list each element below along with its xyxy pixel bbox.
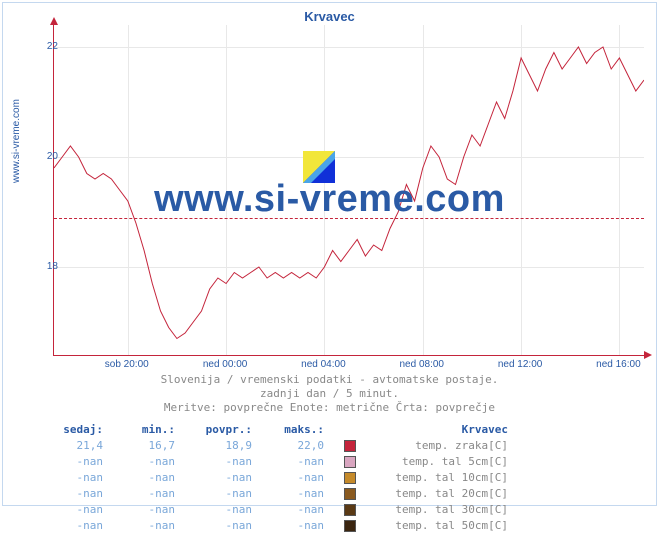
cell-min: -nan <box>105 519 175 533</box>
stats-table: sedaj: min.: povpr.: maks.: Krvavec 21,4… <box>41 421 510 535</box>
col-header-sedaj: sedaj: <box>43 423 103 437</box>
x-tick-label: ned 00:00 <box>203 359 248 370</box>
cell-swatch <box>326 487 356 501</box>
cell-sedaj: -nan <box>43 519 103 533</box>
col-header-min: min.: <box>105 423 175 437</box>
y-tick-label: 22 <box>47 41 58 52</box>
cell-series-name: temp. tal 10cm[C] <box>358 471 508 485</box>
cell-sedaj: -nan <box>43 503 103 517</box>
cell-sedaj: -nan <box>43 487 103 501</box>
y-axis-arrow-icon <box>50 17 58 25</box>
series-color-swatch <box>344 456 356 468</box>
cell-swatch <box>326 503 356 517</box>
x-tick-label: ned 08:00 <box>400 359 445 370</box>
col-header-series: Krvavec <box>358 423 508 437</box>
x-tick-label: ned 16:00 <box>596 359 641 370</box>
series-color-swatch <box>344 504 356 516</box>
cell-maks: -nan <box>254 519 324 533</box>
sidebar-url: www.si-vreme.com <box>11 99 22 183</box>
cell-maks: 22,0 <box>254 439 324 453</box>
cell-povpr: -nan <box>177 455 252 469</box>
cell-min: -nan <box>105 455 175 469</box>
cell-povpr: -nan <box>177 471 252 485</box>
y-tick-label: 20 <box>47 151 58 162</box>
cell-min: -nan <box>105 471 175 485</box>
series-color-swatch <box>344 488 356 500</box>
cell-swatch <box>326 519 356 533</box>
x-tick-label: ned 12:00 <box>498 359 543 370</box>
cell-min: 16,7 <box>105 439 175 453</box>
cell-sedaj: 21,4 <box>43 439 103 453</box>
col-header-maks: maks.: <box>254 423 324 437</box>
plot-area <box>53 25 644 356</box>
cell-min: -nan <box>105 503 175 517</box>
desc-line: zadnji dan / 5 minut. <box>3 387 656 401</box>
cell-povpr: -nan <box>177 519 252 533</box>
cell-sedaj: -nan <box>43 471 103 485</box>
table-row: -nan-nan-nan-nantemp. tal 30cm[C] <box>43 503 508 517</box>
cell-swatch <box>326 471 356 485</box>
cell-maks: -nan <box>254 487 324 501</box>
table-row: 21,416,718,922,0 temp. zraka[C] <box>43 439 508 453</box>
watermark-icon <box>303 151 335 183</box>
cell-min: -nan <box>105 487 175 501</box>
table-header-row: sedaj: min.: povpr.: maks.: Krvavec <box>43 423 508 437</box>
outer-frame: www.si-vreme.com Krvavec 18 20 22 sob 20:0… <box>2 2 657 506</box>
cell-maks: -nan <box>254 471 324 485</box>
line-series <box>54 25 644 355</box>
chart-title: Krvavec <box>3 9 656 24</box>
cell-povpr: -nan <box>177 487 252 501</box>
x-tick-label: sob 20:00 <box>105 359 149 370</box>
cell-povpr: 18,9 <box>177 439 252 453</box>
x-tick-label: ned 04:00 <box>301 359 346 370</box>
table-row: -nan-nan-nan-nantemp. tal 50cm[C] <box>43 519 508 533</box>
cell-series-name: temp. tal 50cm[C] <box>358 519 508 533</box>
cell-swatch <box>326 455 356 469</box>
chart-description: Slovenija / vremenski podatki - avtomats… <box>3 373 656 415</box>
cell-swatch <box>326 439 356 453</box>
table-row: -nan-nan-nan-nantemp. tal 20cm[C] <box>43 487 508 501</box>
cell-maks: -nan <box>254 455 324 469</box>
cell-sedaj: -nan <box>43 455 103 469</box>
cell-series-name: temp. tal 5cm[C] <box>358 455 508 469</box>
col-header-povpr: povpr.: <box>177 423 252 437</box>
y-tick-label: 18 <box>47 261 58 272</box>
x-axis-arrow-icon <box>644 351 652 359</box>
series-color-swatch <box>344 472 356 484</box>
series-color-swatch <box>344 520 356 532</box>
series-color-swatch <box>344 440 356 452</box>
cell-series-name: temp. tal 20cm[C] <box>358 487 508 501</box>
cell-povpr: -nan <box>177 503 252 517</box>
table-row: -nan-nan-nan-nantemp. tal 5cm[C] <box>43 455 508 469</box>
table-row: -nan-nan-nan-nantemp. tal 10cm[C] <box>43 471 508 485</box>
cell-series-name: temp. tal 30cm[C] <box>358 503 508 517</box>
cell-series-name: temp. zraka[C] <box>358 439 508 453</box>
cell-maks: -nan <box>254 503 324 517</box>
desc-line: Meritve: povprečne Enote: metrične Črta:… <box>3 401 656 415</box>
desc-line: Slovenija / vremenski podatki - avtomats… <box>3 373 656 387</box>
